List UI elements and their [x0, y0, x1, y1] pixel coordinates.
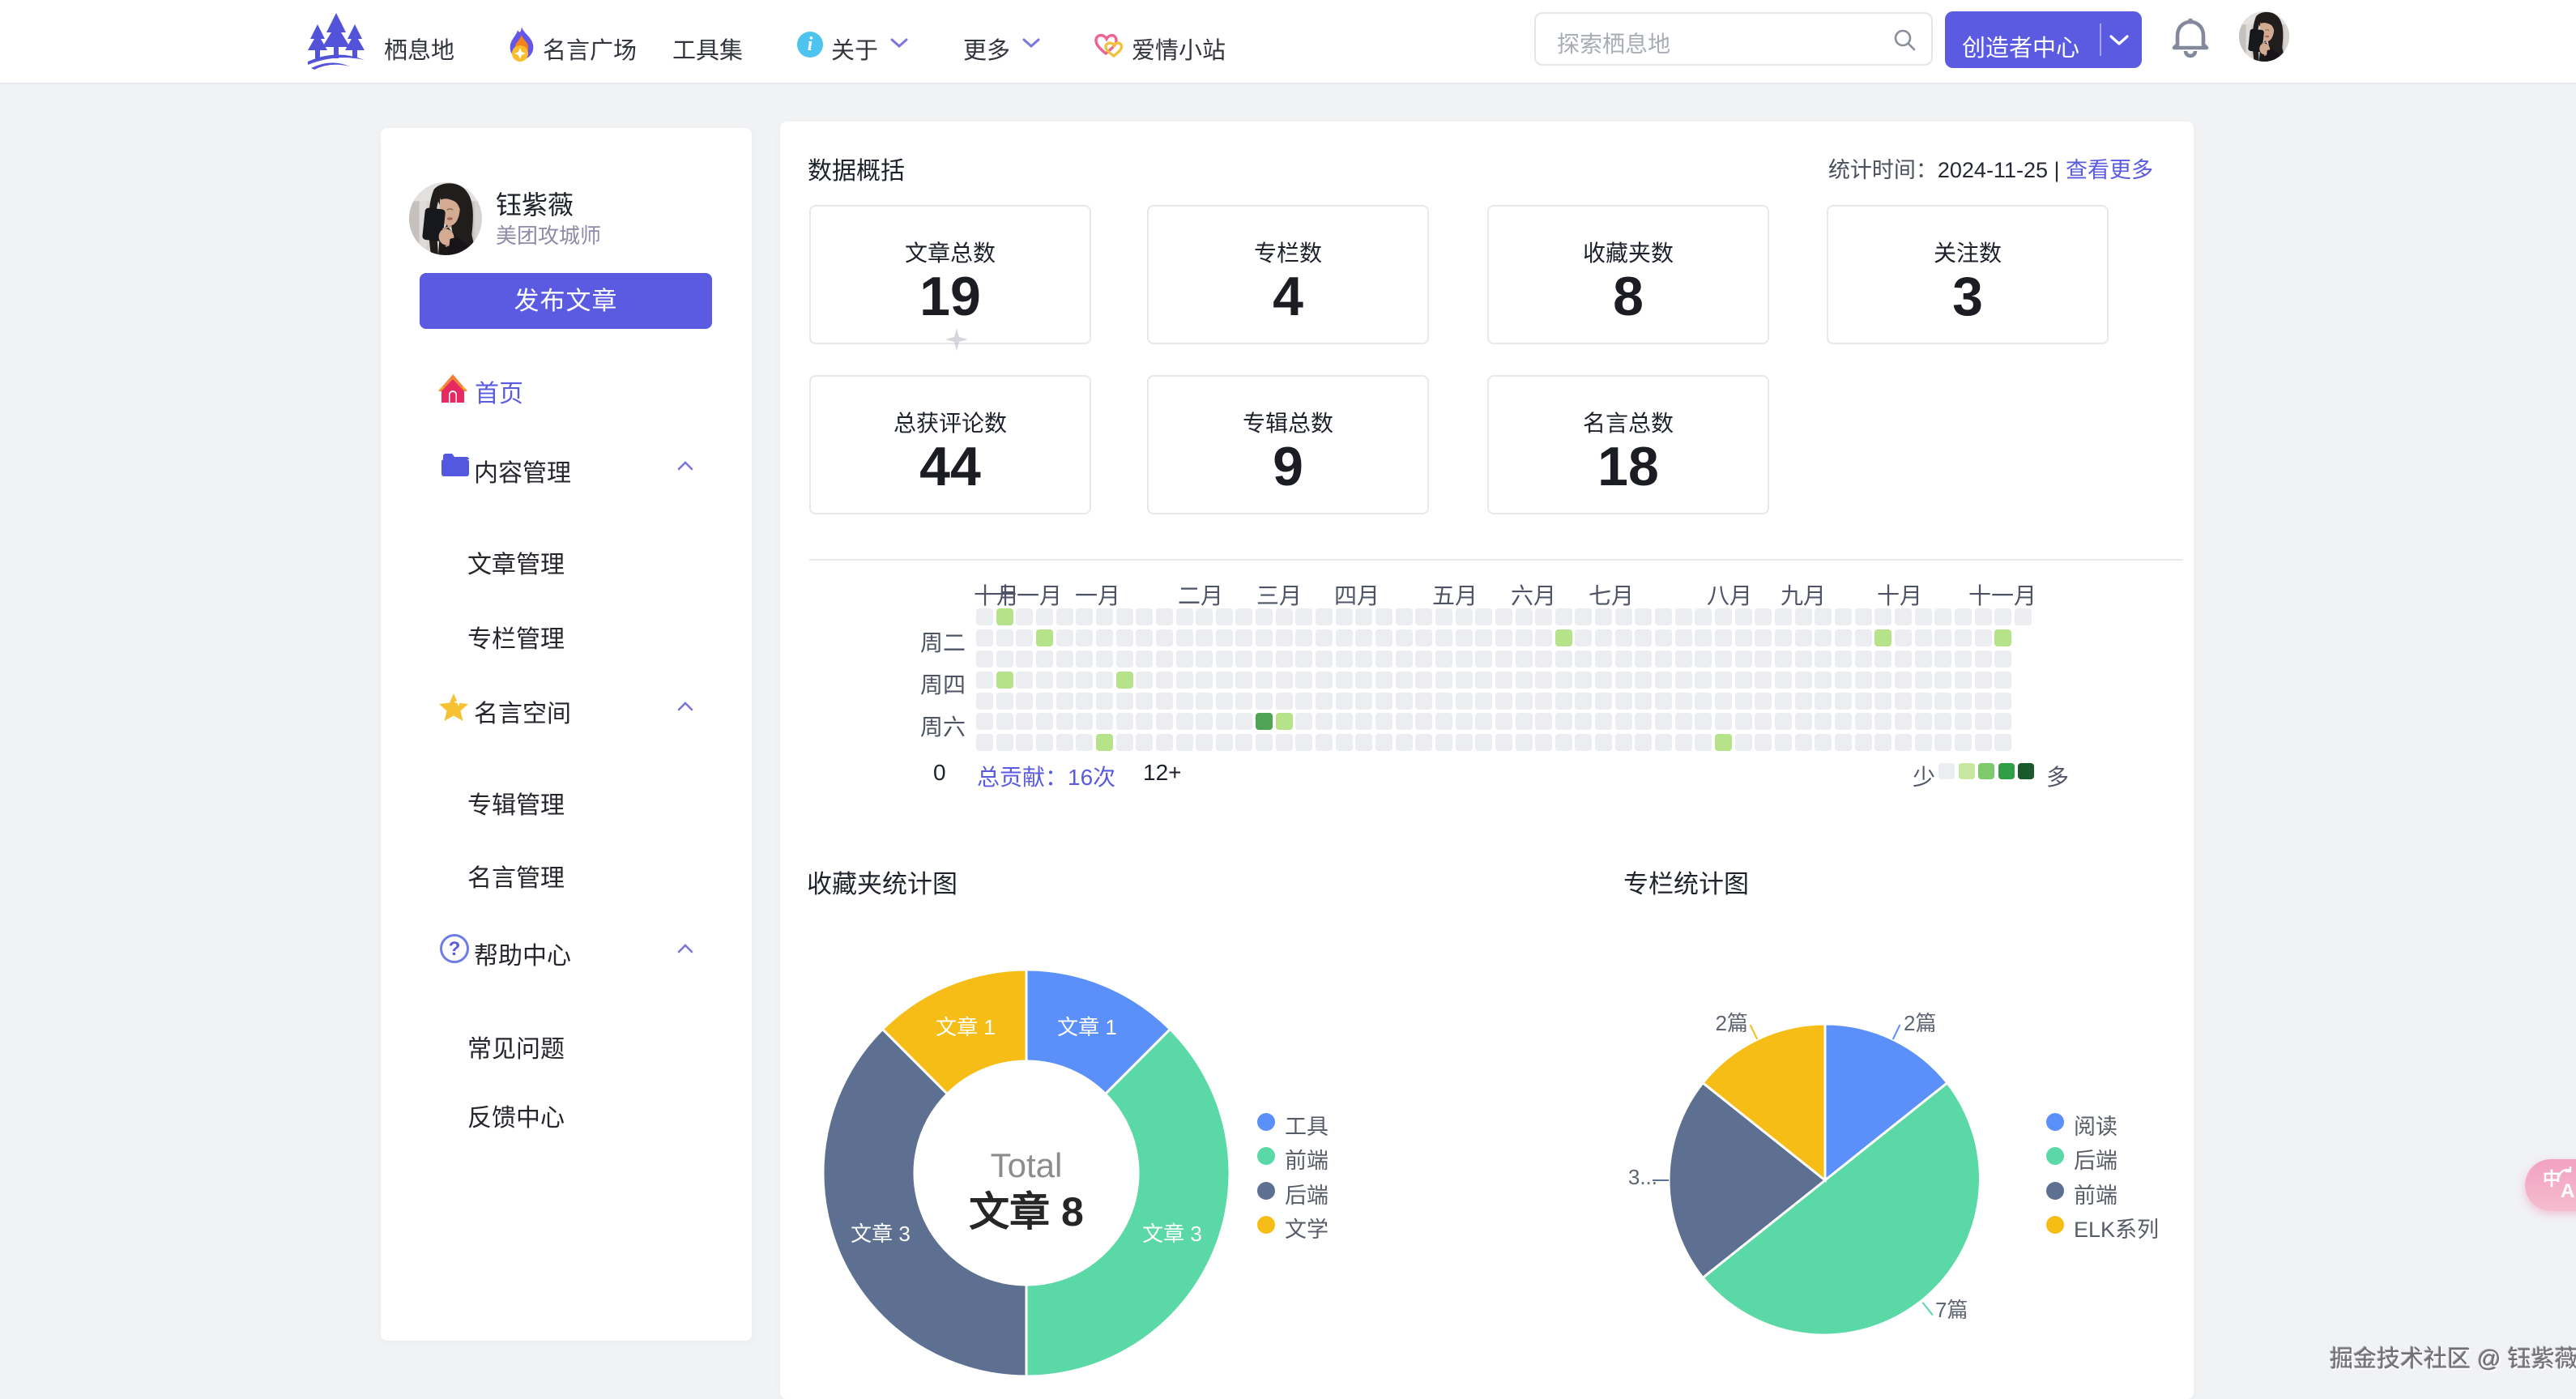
svg-text:文章 1: 文章 1: [1057, 1015, 1117, 1039]
svg-text:2篇: 2篇: [1904, 1011, 1936, 1035]
svg-text:3...: 3...: [1628, 1165, 1657, 1189]
svg-text:文章 1: 文章 1: [936, 1015, 996, 1039]
svg-text:2篇: 2篇: [1716, 1011, 1748, 1035]
svg-text:文章 3: 文章 3: [1142, 1222, 1202, 1246]
svg-text:7篇: 7篇: [1935, 1298, 1968, 1322]
svg-text:文章 3: 文章 3: [851, 1222, 911, 1246]
